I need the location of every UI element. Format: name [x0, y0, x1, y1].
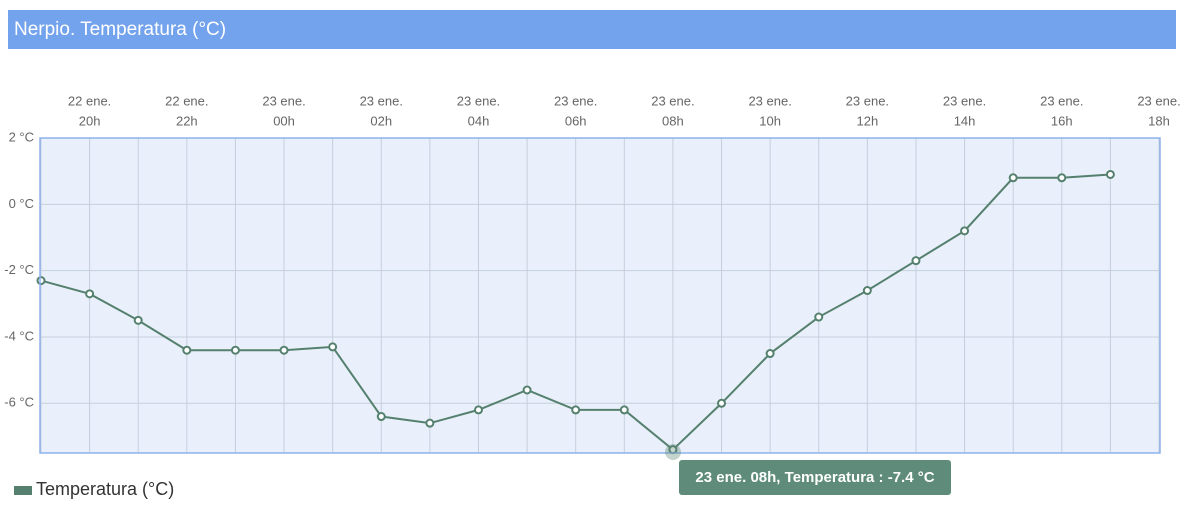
- data-point: [425, 418, 435, 428]
- x-tick-label: 20h: [79, 113, 101, 128]
- chart-title: Nerpio. Temperatura (°C): [14, 19, 226, 40]
- data-point: [911, 256, 921, 266]
- hover-halo: [665, 444, 681, 460]
- data-point: [230, 345, 240, 355]
- x-tick-label: 08h: [662, 113, 684, 128]
- data-point: [85, 289, 95, 299]
- x-tick-label: 22 ene.: [165, 93, 208, 108]
- data-point: [522, 385, 532, 395]
- x-tick-label: 23 ene.: [846, 93, 889, 108]
- title-bar: [8, 10, 1176, 49]
- y-tick-label: 0 °C: [9, 196, 34, 211]
- data-point: [1057, 173, 1067, 183]
- legend-swatch: [14, 486, 32, 495]
- x-tick-label: 02h: [370, 113, 392, 128]
- plot-border: [39, 137, 1161, 454]
- plot-area: [40, 138, 1160, 453]
- tooltip: 23 ene. 08h, Temperatura : -7.4 °C: [695, 469, 934, 486]
- tooltip-box: [679, 460, 951, 495]
- x-tick-label: 23 ene.: [554, 93, 597, 108]
- data-point: [1008, 173, 1018, 183]
- data-point: [571, 405, 581, 415]
- data-point: [36, 276, 46, 286]
- data-point: [133, 315, 143, 325]
- x-tick-label: 22 ene.: [68, 93, 111, 108]
- x-tick-label: 00h: [273, 113, 295, 128]
- data-point: [717, 398, 727, 408]
- y-tick-label: -6 °C: [4, 395, 34, 410]
- data-point: [376, 412, 386, 422]
- data-point: [862, 286, 872, 296]
- data-point: [960, 226, 970, 236]
- x-tick-label: 04h: [468, 113, 490, 128]
- x-tick-label: 14h: [954, 113, 976, 128]
- data-point: [279, 345, 289, 355]
- x-tick-label: 23 ene.: [1137, 93, 1180, 108]
- x-tick-label: 23 ene.: [457, 93, 500, 108]
- data-point: [473, 405, 483, 415]
- y-tick-label: 2 °C: [9, 129, 34, 144]
- data-point: [182, 345, 192, 355]
- data-point: [328, 342, 338, 352]
- x-tick-label: 22h: [176, 113, 198, 128]
- x-tick-label: 23 ene.: [651, 93, 694, 108]
- x-tick-label: 16h: [1051, 113, 1073, 128]
- x-tick-label: 06h: [565, 113, 587, 128]
- x-tick-label: 23 ene.: [360, 93, 403, 108]
- data-point: [619, 405, 629, 415]
- x-tick-label: 18h: [1148, 113, 1170, 128]
- x-tick-label: 12h: [856, 113, 878, 128]
- y-tick-label: -2 °C: [4, 262, 34, 277]
- x-tick-label: 23 ene.: [1040, 93, 1083, 108]
- y-tick-label: -4 °C: [4, 328, 34, 343]
- x-tick-label: 23 ene.: [943, 93, 986, 108]
- legend-label: Temperatura (°C): [36, 479, 174, 499]
- x-tick-label: 10h: [759, 113, 781, 128]
- x-tick-label: 23 ene.: [748, 93, 791, 108]
- data-point: [765, 349, 775, 359]
- x-tick-label: 23 ene.: [262, 93, 305, 108]
- data-point: [1105, 169, 1115, 179]
- data-point: [814, 312, 824, 322]
